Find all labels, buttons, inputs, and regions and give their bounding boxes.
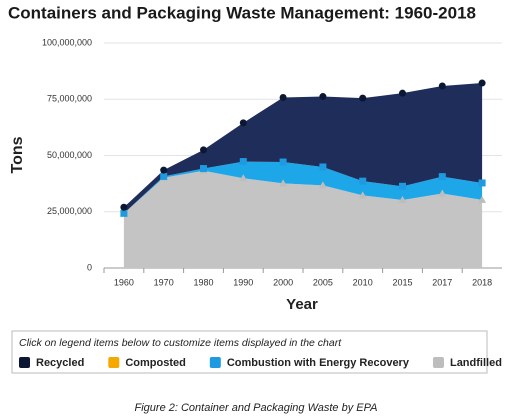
marker — [438, 173, 446, 181]
marker — [478, 79, 486, 87]
y-tick-label: 0 — [87, 262, 92, 272]
marker — [438, 189, 447, 197]
x-tick-label: 1960 — [114, 277, 134, 287]
marker — [399, 182, 406, 190]
area — [123, 170, 483, 268]
y-tick-label: 75,000,000 — [47, 94, 92, 104]
marker — [359, 94, 367, 102]
marker — [200, 165, 207, 173]
x-tick-label: 2018 — [472, 277, 492, 287]
x-tick-label: 2017 — [432, 277, 452, 287]
legend-label[interactable]: Composted — [125, 357, 186, 369]
marker — [160, 166, 168, 174]
area — [123, 83, 483, 214]
marker — [358, 191, 367, 199]
marker — [279, 93, 287, 101]
x-tick-label: 2000 — [273, 277, 293, 287]
x-tick-label: 1980 — [193, 277, 213, 287]
x-tick-label: 1970 — [154, 277, 174, 287]
marker — [318, 181, 327, 189]
area — [123, 161, 483, 214]
legend-swatch[interactable] — [209, 357, 221, 368]
marker — [160, 172, 168, 180]
legend-label[interactable]: Recycled — [36, 357, 84, 369]
legend-swatch[interactable] — [108, 357, 120, 368]
y-tick-label: 50,000,000 — [47, 150, 92, 160]
marker — [200, 146, 207, 154]
marker — [399, 89, 406, 97]
legend-box — [11, 330, 488, 374]
chart-title: Containers and Packaging Waste Managemen… — [8, 3, 476, 22]
legend-label[interactable]: Landfilled — [450, 357, 502, 369]
y-tick-label: 25,000,000 — [47, 206, 92, 216]
legend-label[interactable]: Combustion with Energy Recovery — [227, 357, 410, 369]
marker — [398, 196, 407, 204]
x-tick-label: 2010 — [353, 277, 373, 287]
marker — [120, 203, 128, 211]
marker — [478, 195, 487, 203]
x-tick-label: 1990 — [233, 277, 253, 287]
marker — [438, 82, 446, 90]
x-tick-label: 2015 — [392, 277, 412, 287]
marker — [279, 179, 288, 187]
marker — [478, 179, 486, 187]
marker — [319, 163, 327, 171]
legend-swatch[interactable] — [432, 357, 444, 368]
legend-note: Click on legend items below to customize… — [19, 337, 342, 349]
marker — [239, 158, 247, 166]
caption: Figure 2: Container and Packaging Waste … — [135, 402, 378, 414]
x-tick-label: 2005 — [313, 277, 333, 287]
y-axis-label: Tons — [9, 136, 26, 173]
marker — [359, 177, 367, 185]
marker — [239, 174, 248, 182]
y-tick-label: 100,000,000 — [42, 37, 92, 47]
marker — [279, 158, 287, 166]
x-axis-label: Year — [286, 296, 318, 313]
legend-swatch[interactable] — [19, 357, 30, 368]
marker — [239, 119, 247, 127]
marker — [319, 93, 327, 101]
marker — [120, 209, 128, 217]
